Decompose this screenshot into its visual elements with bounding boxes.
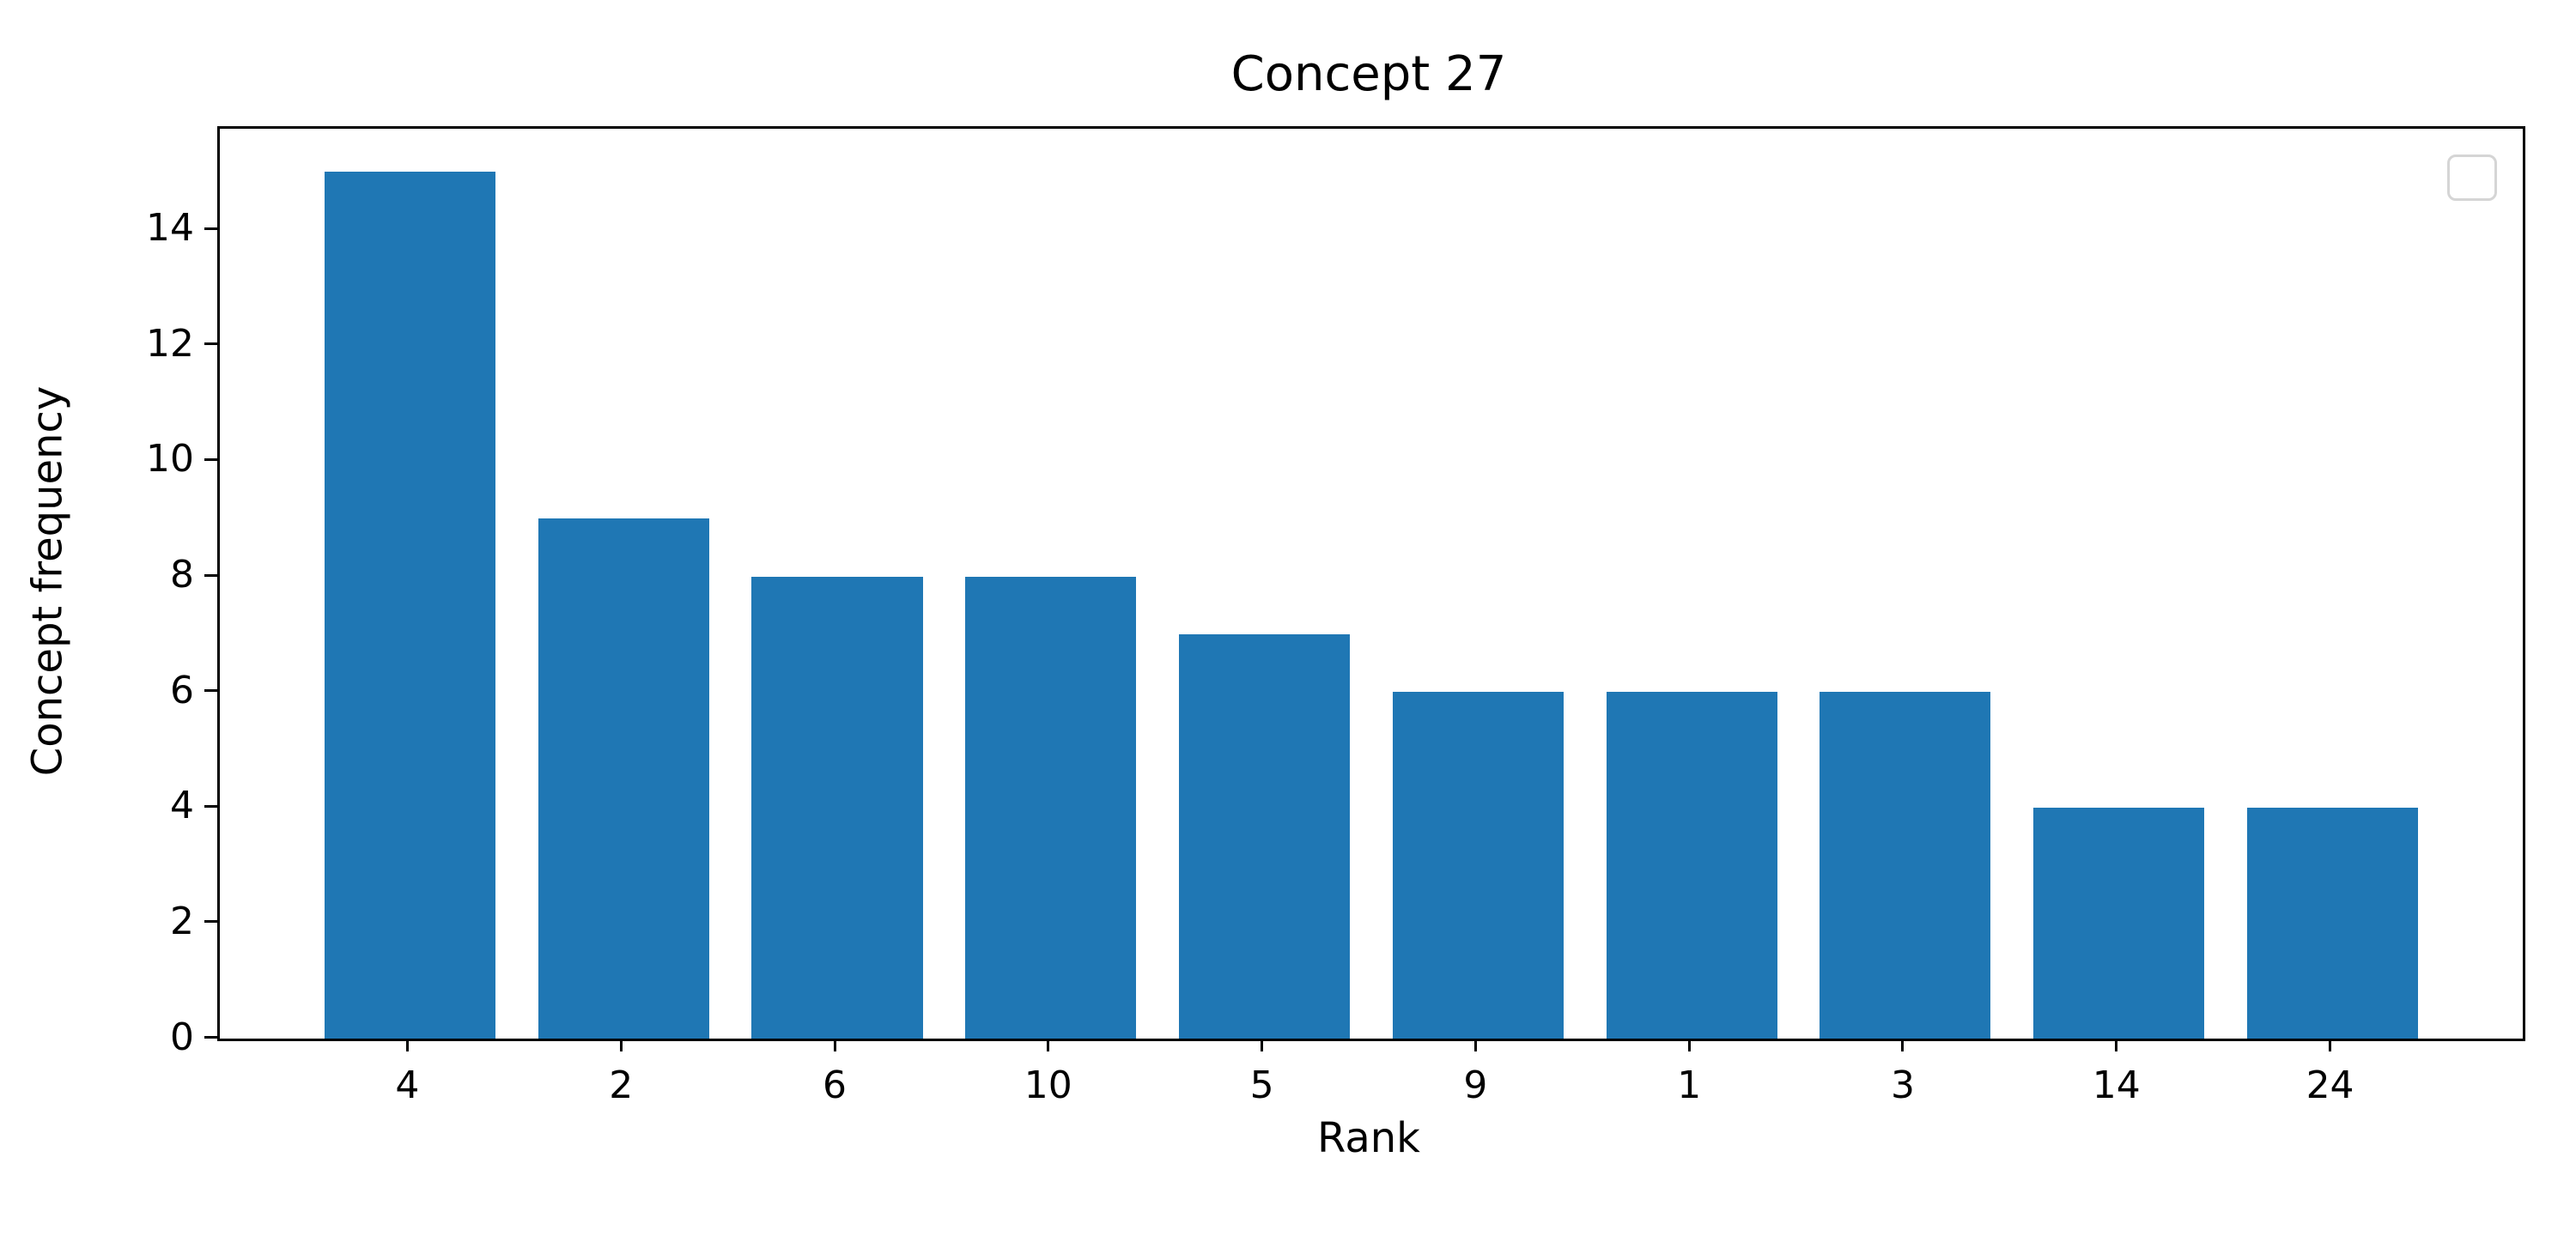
- y-tick-label: 6: [170, 668, 194, 712]
- y-tick-mark: [204, 342, 217, 346]
- x-tick-label: 4: [395, 1063, 420, 1107]
- y-tick-mark: [204, 573, 217, 577]
- x-tick-label: 2: [609, 1063, 634, 1107]
- y-tick-mark: [204, 1036, 217, 1039]
- x-axis-label: Rank: [1317, 1114, 1420, 1162]
- x-tick-label: 5: [1249, 1063, 1274, 1107]
- x-tick-mark: [619, 1039, 623, 1051]
- x-tick-label: 14: [2092, 1063, 2141, 1107]
- y-tick-label: 14: [146, 206, 194, 251]
- y-tick-mark: [204, 920, 217, 924]
- y-tick-mark: [204, 457, 217, 461]
- bar-rank-1: [1606, 692, 1777, 1039]
- x-tick-mark: [833, 1039, 836, 1051]
- bar-rank-3: [1820, 692, 1991, 1039]
- y-tick-mark: [204, 227, 217, 230]
- y-tick-label: 12: [146, 321, 194, 366]
- y-tick-label: 0: [170, 1015, 194, 1059]
- x-tick-label: 1: [1677, 1063, 1702, 1107]
- bar-rank-14: [2033, 807, 2205, 1039]
- y-tick-mark: [204, 689, 217, 693]
- x-tick-label: 3: [1890, 1063, 1915, 1107]
- bar-rank-9: [1392, 692, 1564, 1039]
- bar-rank-10: [965, 576, 1137, 1039]
- x-tick-mark: [2115, 1039, 2118, 1051]
- x-tick-mark: [1261, 1039, 1264, 1051]
- x-tick-label: 10: [1024, 1063, 1072, 1107]
- x-tick-mark: [1473, 1039, 1477, 1051]
- y-tick-label: 8: [170, 553, 194, 597]
- x-tick-mark: [1047, 1039, 1050, 1051]
- bar-rank-24: [2247, 807, 2419, 1039]
- y-axis-label-container: Concept frequency: [0, 126, 94, 1036]
- y-axis-label: Concept frequency: [23, 385, 71, 777]
- y-tick-label: 10: [146, 437, 194, 482]
- x-tick-mark: [1901, 1039, 1905, 1051]
- y-tick-label: 4: [170, 784, 194, 828]
- x-tick-label: 9: [1463, 1063, 1488, 1107]
- x-tick-mark: [2329, 1039, 2332, 1051]
- legend-box: [2447, 154, 2497, 201]
- y-tick-mark: [204, 804, 217, 808]
- x-tick-label: 6: [823, 1063, 847, 1107]
- bar-rank-5: [1179, 633, 1351, 1039]
- x-tick-label: 24: [2306, 1063, 2354, 1107]
- y-tick-label: 2: [170, 899, 194, 943]
- plot-area: [217, 126, 2525, 1041]
- chart-title: Concept 27: [1230, 46, 1507, 102]
- bar-rank-4: [324, 172, 495, 1039]
- bar-rank-2: [538, 518, 709, 1039]
- x-tick-mark: [405, 1039, 409, 1051]
- x-tick-mark: [1687, 1039, 1691, 1051]
- bar-rank-6: [751, 576, 923, 1039]
